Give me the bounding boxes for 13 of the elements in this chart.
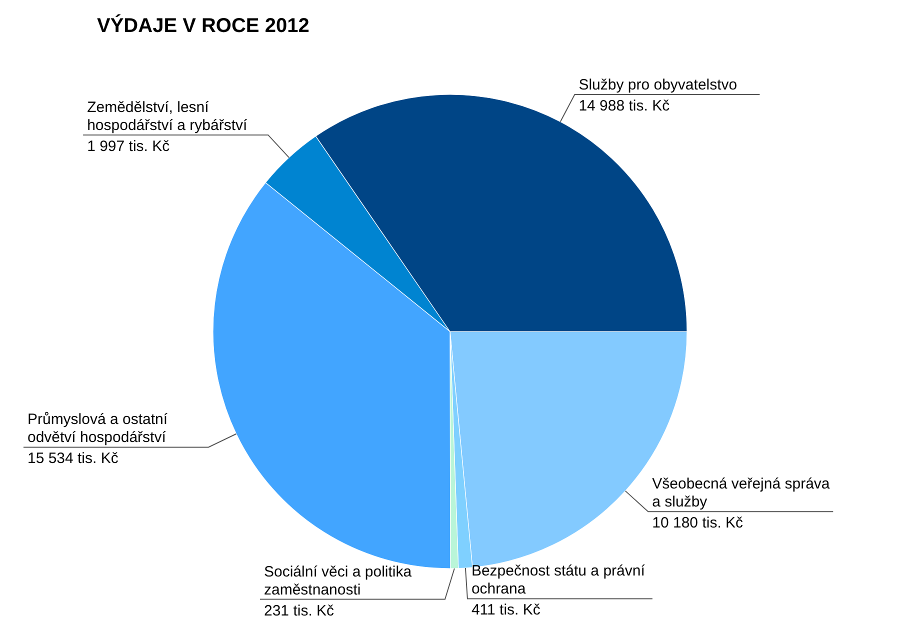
data-label: 14 988 tis. Kč	[578, 98, 670, 114]
chart-title: VÝDAJE V ROCE 2012	[97, 14, 310, 37]
data-label: 10 180 tis. Kč	[652, 514, 744, 532]
data-label: 231 tis. Kč	[264, 602, 335, 620]
data-label: 1 997 tis. Kč	[87, 138, 170, 155]
slice-label: Všeobecná veřejná správa a služby	[652, 476, 830, 511]
slice-label: Bezpečnost státu a právní ochrana	[471, 562, 646, 598]
slice-label: Zemědělství, lesní hospodářství a rybářství	[87, 98, 248, 134]
data-label: 411 tis. Kč	[471, 602, 541, 619]
data-label: 15 534 tis. Kč	[27, 450, 119, 468]
slice-label: Sociální věci a politika zaměstnanosti	[264, 563, 412, 598]
slice-label: Služby pro obyvatelstvo	[578, 76, 738, 94]
slice-label: Průmyslová a ostatní odvětví hospodářství	[27, 411, 168, 446]
